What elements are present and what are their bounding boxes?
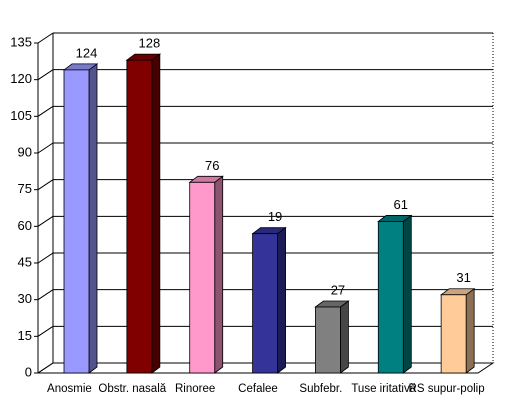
data-label: 76 — [205, 158, 219, 173]
grid-line — [37, 105, 54, 117]
data-label: 124 — [76, 45, 98, 60]
bar — [315, 306, 341, 374]
grid-line — [37, 362, 54, 374]
data-label: 61 — [394, 197, 408, 212]
x-tick-label: Obstr. nasală — [98, 383, 166, 395]
grid-line — [37, 252, 54, 264]
y-tick-label: 60 — [18, 218, 32, 233]
y-tick-label: 45 — [18, 254, 32, 269]
grid-line — [37, 215, 54, 227]
bar-side — [277, 226, 286, 374]
y-tick-label: 15 — [18, 328, 32, 343]
bar — [63, 69, 90, 374]
grid-line — [37, 289, 54, 301]
bar-side — [465, 287, 475, 374]
y-tick-label: 105 — [10, 108, 32, 123]
bar — [126, 59, 153, 374]
grid-line — [37, 69, 54, 81]
bar — [377, 221, 404, 374]
grid-line — [37, 142, 54, 154]
data-label: 128 — [139, 36, 161, 51]
data-label: 31 — [456, 270, 470, 285]
y-tick-label: 135 — [10, 34, 32, 49]
grid-line — [37, 32, 54, 44]
x-tick-label: Rinoree — [175, 383, 215, 395]
grid-line — [37, 179, 54, 191]
y-tick-label: 75 — [18, 181, 32, 196]
data-label: 19 — [268, 209, 282, 224]
bar-side — [151, 53, 161, 374]
y-tick-label: 30 — [18, 291, 32, 306]
y-tick-label: 90 — [18, 144, 32, 159]
bar-side — [214, 175, 224, 374]
bar-side — [88, 63, 98, 374]
x-tick-label: Tuse iritativă — [351, 383, 416, 395]
x-tick-label: RS supur-polip — [409, 383, 485, 395]
x-tick-label: Subfebr. — [299, 383, 342, 395]
bar — [440, 294, 467, 374]
bar-side — [402, 214, 412, 374]
bar — [189, 181, 216, 374]
grid-line — [37, 325, 54, 337]
data-label: 27 — [331, 282, 345, 297]
bar — [252, 233, 278, 374]
bar-side — [340, 300, 349, 374]
y-tick-label: 120 — [10, 71, 32, 86]
y-tick-label: 0 — [25, 364, 32, 379]
x-tick-label: Anosmie — [47, 383, 92, 395]
x-tick-label: Cefalee — [238, 383, 278, 395]
